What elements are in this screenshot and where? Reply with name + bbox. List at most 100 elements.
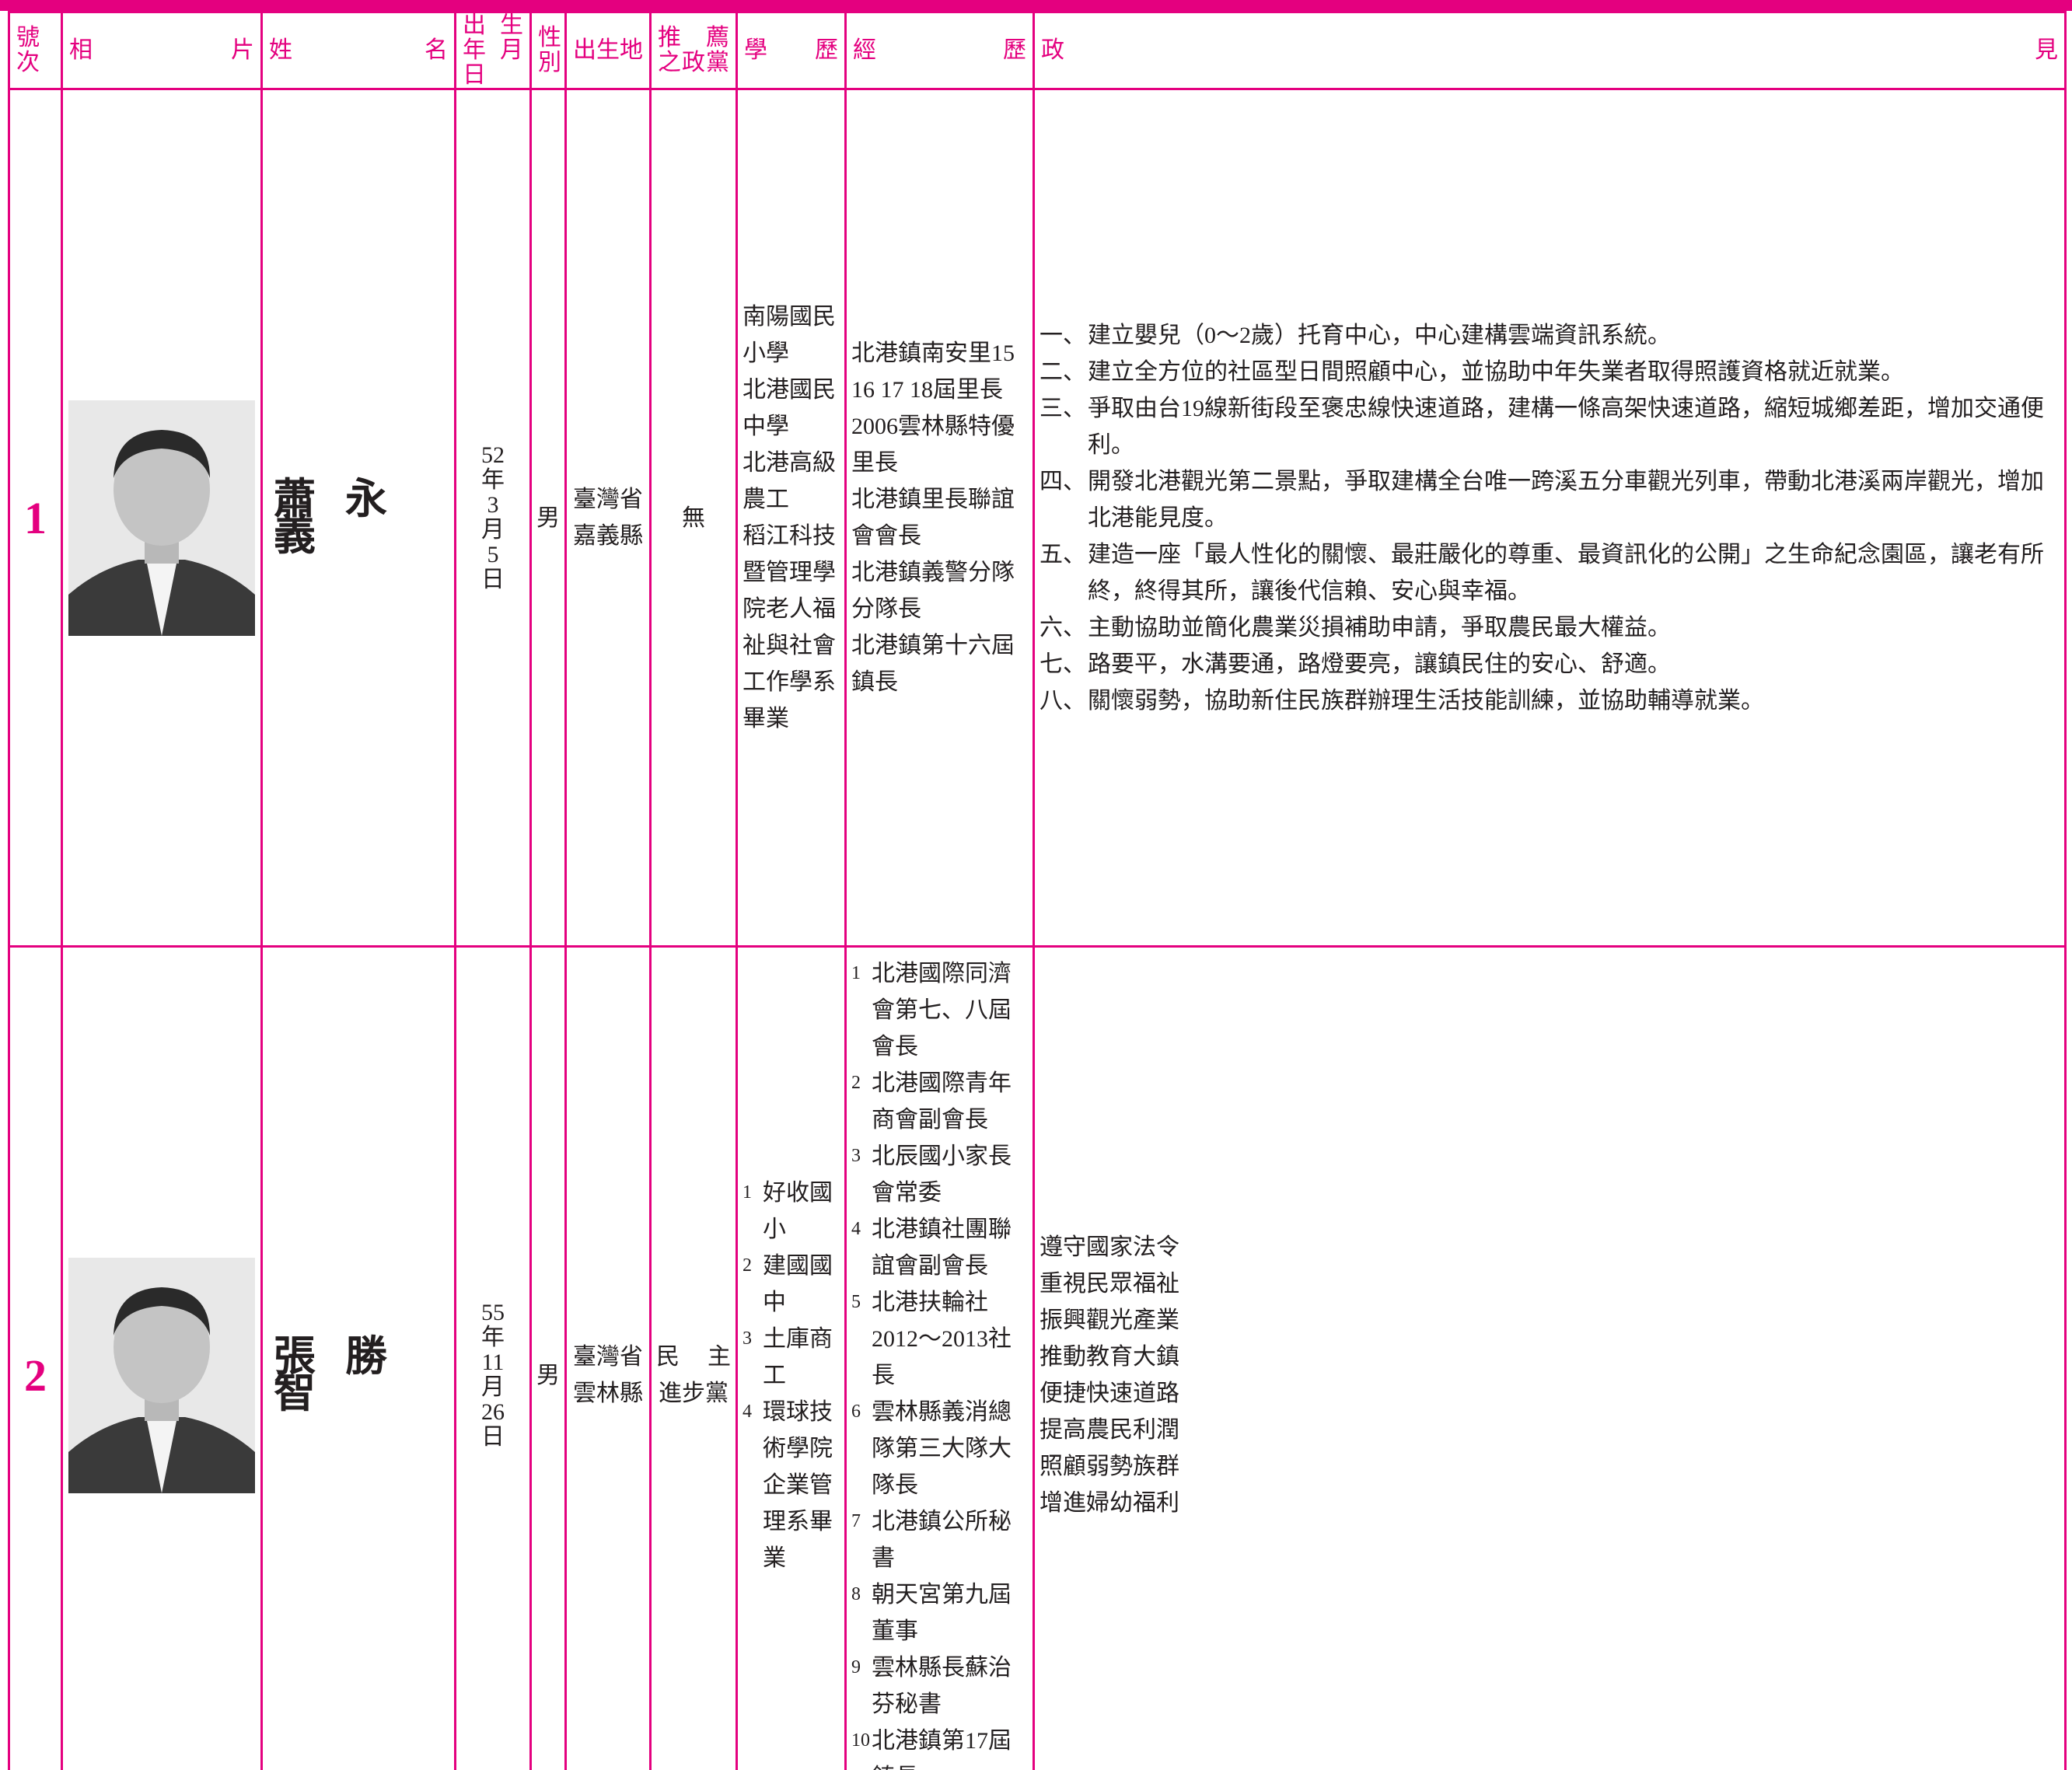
birth-part: 月 [481, 517, 505, 543]
birth-part: 日 [481, 1424, 505, 1450]
list-item: 增進婦幼福利 [1039, 1485, 2060, 1521]
list-item: 便捷快速道路 [1039, 1375, 2060, 1412]
item-number: 2 [851, 1072, 861, 1093]
item-text: 北辰國小家長會常委 [872, 1143, 1012, 1206]
item-number: 3 [851, 1145, 861, 1166]
item-number: 五、 [1039, 541, 1086, 567]
list-item: 7 北港鎮公所秘書 [851, 1503, 1028, 1576]
list-item: 北港鎮里長聯誼會會長 [851, 481, 1028, 554]
item-number: 7 [851, 1510, 861, 1531]
header-text: 年月日 [463, 37, 523, 89]
list-item: 七、 路要平，水溝要通，路燈要亮，讓鎮民住的安心、舒適。 [1039, 646, 2060, 683]
birth-part: 26 [481, 1399, 505, 1425]
item-text: 提高農民利潤 [1039, 1417, 1179, 1443]
list-item: 一、 建立嬰兒（0～2歲）托育中心，中心建構雲端資訊系統。 [1039, 317, 2060, 354]
birth-part: 年 [481, 467, 505, 493]
experience: 1 北港國際同濟會第七、八屆會長 2 北港國際青年商會副會長 3 北辰國小家長會常委 4 北港… [844, 945, 1035, 1770]
birthplace-line: 嘉義縣 [573, 523, 643, 549]
photo-cell [61, 88, 263, 948]
list-item: 稻江科技暨管理學院老人福祉與社會工作學系畢業 [742, 518, 840, 737]
header-cell: 出生 年月日 [454, 11, 532, 90]
list-item: 北港鎮義警分隊分隊長 [851, 554, 1028, 627]
birthplace-line: 雲林縣 [573, 1381, 643, 1406]
item-text: 環球技術學院企業管理系畢業 [763, 1398, 833, 1571]
item-text: 建造一座「最人性化的關懷、最莊嚴化的尊重、最資訊化的公開」之生命紀念園區，讓老有… [1088, 541, 2044, 604]
list-item: 照顧弱勢族群 [1039, 1448, 2060, 1485]
item-text: 雲林縣長蘇治芬秘書 [872, 1654, 1012, 1717]
item-text: 好收國小 [763, 1179, 833, 1242]
item-text: 北港國際青年商會副會長 [872, 1070, 1012, 1133]
item-text: 振興觀光產業 [1039, 1307, 1179, 1333]
list-item: 10北港鎮第17屆鎮長 [851, 1723, 1028, 1770]
item-number: 七、 [1039, 651, 1086, 677]
gender: 男 [529, 88, 567, 948]
list-item: 三、 爭取由台19線新街段至褒忠線快速道路，建構一條高架快速道路，縮短城鄉差距，增… [1039, 390, 2060, 463]
birthplace-line: 臺灣省 [573, 487, 643, 512]
list-item: 3 北辰國小家長會常委 [851, 1138, 1028, 1211]
item-text: 關懷弱勢，協助新住民族群辦理生活技能訓練，並協助輔導就業。 [1088, 687, 1764, 714]
list-item: 五、 建造一座「最人性化的關懷、最莊嚴化的尊重、最資訊化的公開」之生命紀念園區，讓… [1039, 536, 2060, 609]
list-item: 提高農民利潤 [1039, 1412, 2060, 1448]
item-text: 建立全方位的社區型日間照顧中心，並協助中年失業者取得照護資格就近就業。 [1088, 358, 1904, 385]
header-cell: 學歷 [736, 11, 847, 90]
list-item: 二、 建立全方位的社區型日間照顧中心，並協助中年失業者取得照護資格就近就業。 [1039, 354, 2060, 390]
item-number: 10 [851, 1730, 870, 1751]
item-text: 主動協助並簡化農業災損補助申請，爭取農民最大權益。 [1088, 614, 1671, 641]
list-item: 9 雲林縣長蘇治芬秘書 [851, 1650, 1028, 1723]
item-text: 北港高級農工 [742, 450, 836, 512]
header-cell: 姓名 [260, 11, 456, 90]
list-item: 1 好收國小 [742, 1175, 840, 1248]
item-number: 3 [742, 1328, 752, 1349]
list-item: 4 環球技術學院企業管理系畢業 [742, 1394, 840, 1576]
header-cell: 經歷 [844, 11, 1035, 90]
list-item: 6 雲林縣義消總隊第三大隊大隊長 [851, 1394, 1028, 1503]
list-item: 8 朝天宮第九屆董事 [851, 1576, 1028, 1650]
header-cell: 政見 [1033, 11, 2067, 90]
education: 南陽國民小學 北港國民中學 北港高級農工 稻江科技暨管理學院老人福祉與社會工作學系畢業 [736, 88, 847, 948]
item-number: 6 [851, 1401, 861, 1422]
candidate-row: 2 張勝智 55 年 11 月 26 日男臺灣省 雲林縣 民主 進步黨 1 好收國小 2 建國國中 3 土庫商工… [8, 945, 2067, 1770]
birth-part: 52 [481, 442, 505, 468]
header-cell: 出生地 [564, 11, 652, 90]
item-text: 照顧弱勢族群 [1039, 1454, 1179, 1479]
party-line: 民主 [656, 1344, 731, 1370]
item-text: 北港鎮第十六屆鎮長 [851, 633, 1015, 695]
item-text: 北港鎮里長聯誼會會長 [851, 487, 1015, 549]
item-number: 1 [742, 1182, 752, 1203]
item-text: 北港鎮社團聯誼會副會長 [872, 1216, 1012, 1279]
item-number: 二、 [1039, 358, 1086, 385]
candidate-name: 張勝智 [260, 945, 456, 1770]
list-item: 六、 主動協助並簡化農業災損補助申請，爭取農民最大權益。 [1039, 609, 2060, 646]
header-text: 學歷 [744, 37, 838, 64]
header-text: 姓名 [269, 37, 448, 64]
item-text: 北港扶輪社2012～2013社長 [872, 1289, 1012, 1388]
list-item: 2 北港國際青年商會副會長 [851, 1065, 1028, 1138]
item-text: 建國國中 [763, 1252, 833, 1315]
item-number: 5 [851, 1291, 861, 1312]
item-number: 三、 [1039, 395, 1086, 421]
birth-date: 55 年 11 月 26 日 [454, 945, 532, 1770]
candidate-photo [68, 1257, 255, 1493]
item-text: 北港鎮義警分隊分隊長 [851, 560, 1015, 622]
birth-part: 55 [481, 1300, 505, 1325]
item-text: 便捷快速道路 [1039, 1381, 1179, 1406]
policy: 一、 建立嬰兒（0～2歲）托育中心，中心建構雲端資訊系統。 二、 建立全方位的社區型日… [1033, 88, 2067, 948]
item-number: 八、 [1039, 687, 1086, 714]
header-cell: 號次 [8, 11, 63, 90]
list-item: 3 土庫商工 [742, 1321, 840, 1394]
party: 無 [649, 88, 738, 948]
birth-part: 月 [481, 1374, 505, 1400]
candidate-table: 號次 相片 姓名 出生 年月日性別出生地 推薦 之政黨 學歷 經歷 政見 1 蕭永義 52 年 3 月 5 日男臺… [8, 11, 2067, 1770]
policy: 遵守國家法令 重視民眾福祉 振興觀光產業 推動教育大鎮 便捷快速道路 提高農民利潤 照顧弱勢… [1033, 945, 2067, 1770]
experience: 北港鎮南安里15 16 17 18屆里長 2006雲林縣特優里長 北港鎮里長聯誼會會… [844, 88, 1035, 948]
header-cell: 性別 [529, 11, 567, 90]
list-item: 4 北港鎮社團聯誼會副會長 [851, 1211, 1028, 1284]
item-number: 四、 [1039, 468, 1086, 494]
gender: 男 [529, 945, 567, 1770]
birth-part: 日 [481, 567, 505, 592]
birth-date: 52 年 3 月 5 日 [454, 88, 532, 948]
birth-part: 5 [487, 542, 499, 567]
header-text: 政見 [1041, 37, 2058, 64]
header-text: 相片 [69, 37, 254, 64]
